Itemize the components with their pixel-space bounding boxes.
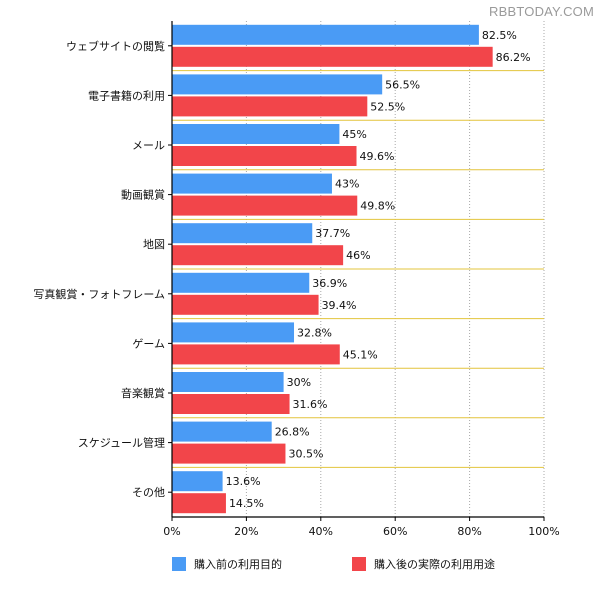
bar-after <box>172 294 319 315</box>
bar-before <box>172 74 383 95</box>
bar-before <box>172 173 332 194</box>
data-label: 86.2% <box>496 51 531 64</box>
data-label: 30.5% <box>288 448 323 461</box>
category-label: 電子書籍の利用 <box>88 88 165 102</box>
category-label: その他 <box>132 486 165 499</box>
data-label: 52.5% <box>370 100 405 113</box>
legend-swatch-before <box>172 557 186 571</box>
bar-before <box>172 124 340 144</box>
x-tick-label: 60% <box>383 525 407 538</box>
data-label: 49.8% <box>360 200 395 213</box>
category-label: メール <box>132 139 165 152</box>
bar-after <box>172 493 226 514</box>
legend-item-after: 購入後の実際の利用用途 <box>352 556 495 572</box>
data-label: 30% <box>287 376 311 389</box>
legend: 購入前の利用目的 購入後の実際の利用用途 <box>0 556 600 580</box>
category-label: スケジュール管理 <box>78 436 165 450</box>
data-label: 49.6% <box>360 150 395 163</box>
data-label: 26.8% <box>275 426 310 439</box>
legend-item-before: 購入前の利用目的 <box>172 556 282 572</box>
data-label: 39.4% <box>322 299 357 312</box>
bar-after <box>172 443 286 464</box>
data-label: 14.5% <box>229 497 264 510</box>
data-label: 13.6% <box>226 475 261 488</box>
bar-after <box>172 344 340 365</box>
data-label: 46% <box>346 249 370 262</box>
legend-label-before: 購入前の利用目的 <box>194 558 282 571</box>
data-label: 45.1% <box>343 348 378 361</box>
data-label: 36.9% <box>312 277 347 290</box>
x-tick-label: 0% <box>163 525 180 538</box>
category-label: 写真観賞・フォトフレーム <box>33 287 165 301</box>
x-tick-label: 100% <box>528 525 559 538</box>
watermark: RBBTODAY.COM <box>489 4 594 19</box>
x-tick-label: 40% <box>309 525 333 538</box>
data-label: 56.5% <box>385 78 420 91</box>
bar-before <box>172 372 284 392</box>
bar-after <box>172 96 368 117</box>
data-label: 37.7% <box>315 227 350 240</box>
bar-after <box>172 146 357 166</box>
bar-before <box>172 272 310 293</box>
bar-after <box>172 245 344 266</box>
data-label: 45% <box>342 128 366 141</box>
category-label: ゲーム <box>132 337 165 350</box>
data-label: 82.5% <box>482 29 517 42</box>
data-label: 31.6% <box>293 398 328 411</box>
bar-after <box>172 394 290 414</box>
category-label: 音楽観賞 <box>121 386 165 400</box>
data-label: 32.8% <box>297 326 332 339</box>
category-label: ウェブサイトの閲覧 <box>66 39 165 53</box>
category-label: 動画観賞 <box>121 188 165 202</box>
bar-before <box>172 24 479 45</box>
x-tick-label: 20% <box>234 525 258 538</box>
bar-before <box>172 223 313 244</box>
x-tick-label: 80% <box>457 525 481 538</box>
legend-label-after: 購入後の実際の利用用途 <box>374 558 495 571</box>
bar-after <box>172 195 358 216</box>
bar-after <box>172 46 493 67</box>
bar-before <box>172 471 223 492</box>
legend-swatch-after <box>352 557 366 571</box>
bar-before <box>172 421 272 442</box>
category-label: 地図 <box>143 238 165 251</box>
bar-before <box>172 322 295 343</box>
data-label: 43% <box>335 178 359 191</box>
